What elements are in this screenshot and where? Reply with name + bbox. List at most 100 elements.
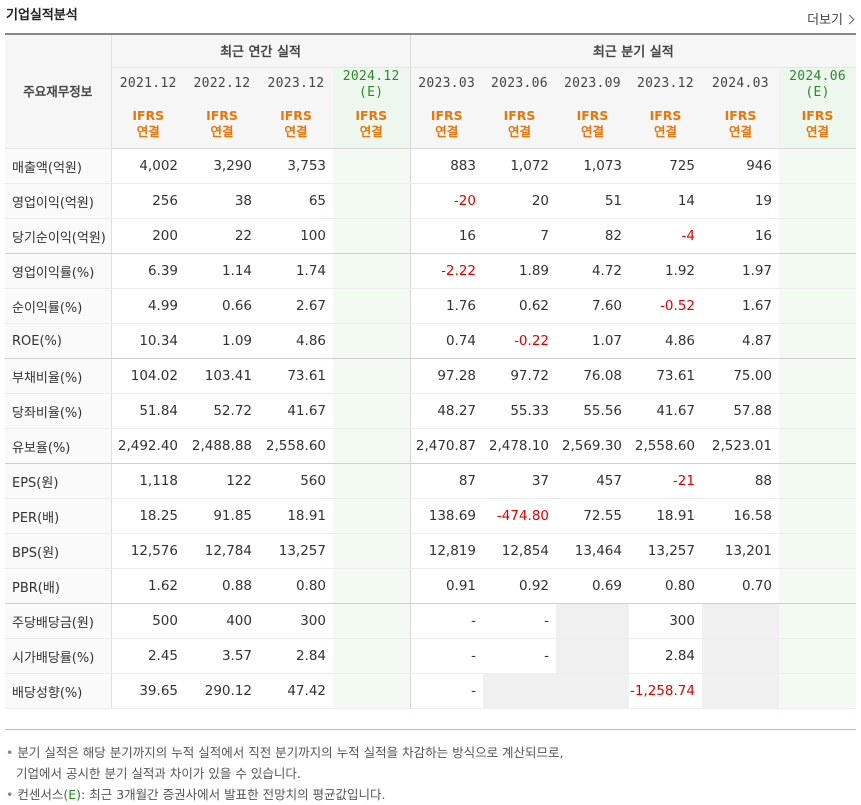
label-column-header: 주요재무정보 xyxy=(5,33,112,149)
consolidated-label: 연결 xyxy=(806,124,830,139)
table-cell xyxy=(556,673,629,709)
table-cell: 2,523.01 xyxy=(702,428,779,464)
table-cell: 0.74 xyxy=(410,323,483,359)
period-year: 2023.12 xyxy=(637,76,694,91)
table-cell: -21 xyxy=(629,463,702,499)
table-cell: 47.42 xyxy=(259,673,333,709)
ifrs-label: IFRS xyxy=(724,108,757,123)
ifrs-label: IFRS xyxy=(576,108,609,123)
table-cell: 300 xyxy=(629,603,702,639)
table-cell: 500 xyxy=(111,603,185,639)
footnote-1: • 분기 실적은 해당 분기까지의 누적 실적에서 직전 분기까지의 누적 실적… xyxy=(6,745,564,760)
period-year: 2024.12 xyxy=(342,68,400,84)
table-cell: 65 xyxy=(259,183,333,219)
table-cell: 1.67 xyxy=(702,288,779,324)
table-cell: 2.84 xyxy=(259,638,333,674)
table-cell: 3,290 xyxy=(185,148,259,184)
table-cell: 55.56 xyxy=(556,393,629,429)
period-year: 2022.12 xyxy=(193,76,251,91)
table-cell xyxy=(779,358,857,394)
consolidated-label: 연결 xyxy=(580,124,604,139)
table-cell xyxy=(333,498,411,534)
table-cell: 1.09 xyxy=(185,323,259,359)
table-cell: 1.97 xyxy=(702,253,779,289)
table-cell: 82 xyxy=(556,218,629,254)
table-cell: 87 xyxy=(410,463,483,499)
table-cell: 16 xyxy=(702,218,779,254)
table-cell: 12,784 xyxy=(185,533,259,569)
table-cell xyxy=(333,638,411,674)
table-cell xyxy=(702,638,779,674)
period-header: 2024.06 (E) xyxy=(779,67,857,100)
table-cell xyxy=(779,253,857,289)
ifrs-label: IFRS xyxy=(649,108,682,123)
table-row: 당좌비율(%) 51.84 52.72 41.67 48.27 55.33 55.56 41.… xyxy=(5,393,857,429)
more-link[interactable]: 더보기 xyxy=(807,9,855,28)
table-cell: 946 xyxy=(702,148,779,184)
table-cell: 0.92 xyxy=(483,568,556,604)
estimate-mark: (E) xyxy=(805,84,830,100)
period-year: 2024.06 xyxy=(789,68,846,84)
table-cell: 10.34 xyxy=(111,323,185,359)
table-cell: 1.74 xyxy=(259,253,333,289)
table-cell: 4.87 xyxy=(702,323,779,359)
table-row: 순이익률(%) 4.99 0.66 2.67 1.76 0.62 7.60 -0.52 1.67 xyxy=(5,288,857,324)
table-row: 유보율(%) 2,492.40 2,488.88 2,558.60 2,470.87 2,… xyxy=(5,428,857,464)
row-label: PBR(배) xyxy=(5,568,112,604)
row-label: EPS(원) xyxy=(5,463,112,499)
ifrs-consolidated-header: IFRS 연결 xyxy=(185,100,259,149)
table-cell xyxy=(333,393,411,429)
table-cell: 0.80 xyxy=(629,568,702,604)
footnote-1-text: 분기 실적은 해당 분기까지의 누적 실적에서 직전 분기까지의 누적 실적을 … xyxy=(17,745,564,760)
period-year: 2023.06 xyxy=(491,76,548,91)
table-row: ROE(%) 10.34 1.09 4.86 0.74 -0.22 1.07 4.86 4.87 xyxy=(5,323,857,359)
table-cell xyxy=(556,638,629,674)
table-row: 영업이익률(%) 6.39 1.14 1.74 -2.22 1.89 4.72 1.92 1.9… xyxy=(5,253,857,289)
table-cell: 2.45 xyxy=(111,638,185,674)
table-cell: 51.84 xyxy=(111,393,185,429)
table-cell xyxy=(556,603,629,639)
table-cell xyxy=(333,463,411,499)
table-cell: 2,478.10 xyxy=(483,428,556,464)
table-cell: 22 xyxy=(185,218,259,254)
ifrs-label: IFRS xyxy=(430,108,463,123)
table-cell: 0.66 xyxy=(185,288,259,324)
row-label: 부채비율(%) xyxy=(5,358,112,394)
row-label: 영업이익(억원) xyxy=(5,183,112,219)
table-cell: - xyxy=(410,638,483,674)
table-cell: -1,258.74 xyxy=(629,673,702,709)
table-cell: 4.86 xyxy=(259,323,333,359)
table-cell xyxy=(779,183,857,219)
table-row: 매출액(억원) 4,002 3,290 3,753 883 1,072 1,073 725 94… xyxy=(5,148,857,184)
row-label: 유보율(%) xyxy=(5,428,112,464)
table-cell: 16.58 xyxy=(702,498,779,534)
table-cell xyxy=(702,673,779,709)
table-cell xyxy=(779,148,857,184)
table-row: BPS(원) 12,576 12,784 13,257 12,819 12,854 13,4… xyxy=(5,533,857,569)
table-cell xyxy=(333,603,411,639)
table-cell: 18.91 xyxy=(259,498,333,534)
period-header: 2021.12 xyxy=(111,67,185,100)
table-cell: 4.99 xyxy=(111,288,185,324)
table-cell: 16 xyxy=(410,218,483,254)
table-cell: 97.28 xyxy=(410,358,483,394)
table-cell xyxy=(779,673,857,709)
table-cell xyxy=(779,463,857,499)
quarter-results-header: 최근 분기 실적 xyxy=(410,33,857,68)
period-header: 2023.12 xyxy=(629,67,702,100)
table-cell: 7.60 xyxy=(556,288,629,324)
table-cell: -2.22 xyxy=(410,253,483,289)
ifrs-consolidated-header: IFRS 연결 xyxy=(410,100,483,149)
table-cell: 200 xyxy=(111,218,185,254)
table-cell: 12,854 xyxy=(483,533,556,569)
table-cell: 0.80 xyxy=(259,568,333,604)
table-cell: 91.85 xyxy=(185,498,259,534)
more-label: 더보기 xyxy=(807,13,843,28)
footnote-1-cont: 기업에서 공시한 분기 실적과 차이가 있을 수 있습니다. xyxy=(16,766,301,781)
consolidated-label: 연결 xyxy=(435,124,459,139)
table-cell: - xyxy=(483,603,556,639)
table-cell: 0.62 xyxy=(483,288,556,324)
table-cell: 3,753 xyxy=(259,148,333,184)
table-cell: 6.39 xyxy=(111,253,185,289)
table-cell: 0.70 xyxy=(702,568,779,604)
